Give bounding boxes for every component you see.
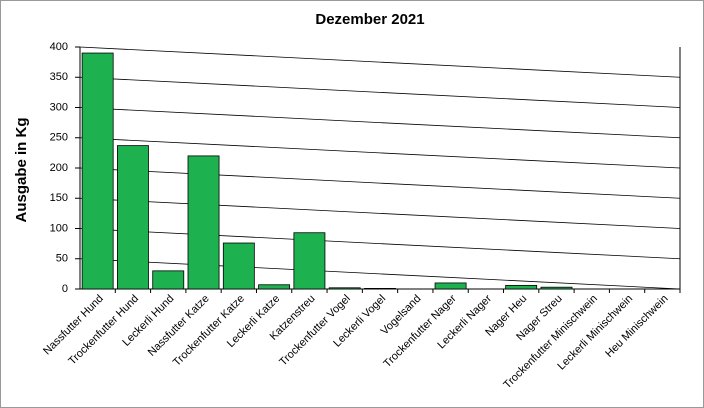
bar: [364, 287, 396, 290]
y-tick-label: 0: [62, 283, 68, 295]
chart-title: Dezember 2021: [315, 11, 424, 28]
y-axis-label: Ausgabe in Kg: [13, 117, 30, 222]
grid-line: [79, 258, 681, 290]
bar: [152, 270, 185, 290]
bar: [505, 284, 538, 290]
bar: [222, 242, 255, 290]
y-tick-label: 150: [50, 192, 68, 204]
y-tick-label: 400: [50, 41, 68, 53]
grid-line: [79, 228, 681, 260]
bar: [540, 286, 573, 290]
y-tick-label: 50: [56, 253, 68, 265]
grid-line: [79, 137, 681, 169]
y-tick-label: 350: [50, 71, 68, 83]
bar: [258, 284, 291, 290]
y-tick-label: 300: [50, 101, 68, 113]
bar: [328, 287, 361, 290]
bar: [293, 232, 326, 290]
bar: [117, 145, 149, 290]
grid-line: [79, 197, 681, 229]
grid-line: [79, 107, 681, 139]
grid-line: [79, 167, 681, 199]
bar: [187, 155, 220, 290]
grid-line: [79, 46, 681, 78]
y-tick-label: 250: [50, 132, 68, 144]
bar: [81, 52, 114, 290]
grid-line: [79, 76, 681, 108]
y-tick-label: 200: [50, 162, 68, 174]
bar: [434, 282, 467, 290]
y-tick-label: 100: [50, 222, 68, 234]
